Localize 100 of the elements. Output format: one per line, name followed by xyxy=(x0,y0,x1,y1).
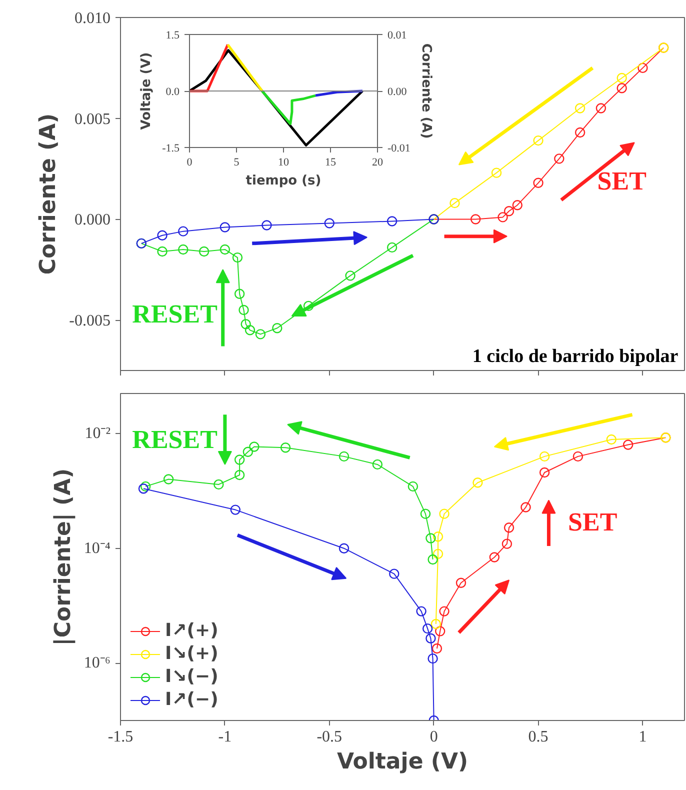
y2-axis-title: Corriente (A) xyxy=(418,43,434,139)
point xyxy=(432,532,444,542)
point xyxy=(345,270,356,281)
point xyxy=(303,300,314,312)
point xyxy=(244,325,256,336)
point xyxy=(426,533,436,544)
point xyxy=(220,222,230,232)
point xyxy=(238,304,249,316)
point xyxy=(324,218,334,228)
point xyxy=(539,451,550,462)
point xyxy=(456,578,466,588)
y2-tick-label: 0.01 xyxy=(388,30,407,42)
point xyxy=(272,323,282,334)
point xyxy=(389,568,400,579)
point xyxy=(439,606,450,616)
point xyxy=(470,214,481,224)
point xyxy=(420,508,431,519)
point xyxy=(435,626,446,636)
point xyxy=(242,446,254,457)
point xyxy=(539,467,550,478)
point xyxy=(432,643,442,654)
x-tick-label: 0.5 xyxy=(528,728,548,746)
point xyxy=(232,252,243,263)
point xyxy=(450,198,460,208)
point xyxy=(178,226,188,236)
x-tick-label: 0 xyxy=(430,728,438,746)
point xyxy=(234,454,245,465)
point xyxy=(432,548,444,560)
point xyxy=(439,508,450,519)
point xyxy=(416,606,426,616)
y-tick-label: 0.005 xyxy=(74,110,110,128)
x-tick-label: 10 xyxy=(278,156,290,168)
point xyxy=(574,127,586,138)
point xyxy=(157,230,168,240)
point xyxy=(616,72,627,84)
point xyxy=(489,552,500,562)
point xyxy=(408,481,418,492)
point xyxy=(386,216,398,226)
point xyxy=(502,538,512,549)
point xyxy=(214,479,224,490)
y-tick-label: 10⁻² xyxy=(84,425,111,442)
point xyxy=(262,220,272,230)
point xyxy=(428,554,438,565)
point xyxy=(512,200,522,210)
point xyxy=(426,633,436,644)
point xyxy=(178,244,188,255)
x-tick-label: -1 xyxy=(218,728,232,746)
x-axis-title: tiempo (s) xyxy=(246,174,322,188)
y-axis-title: |Corriente| (A) xyxy=(50,468,76,646)
x-tick-label: -1.5 xyxy=(108,728,134,746)
legend-label: I↗(−) xyxy=(165,689,218,710)
point xyxy=(157,246,168,257)
point xyxy=(498,212,508,222)
point xyxy=(574,103,586,114)
point xyxy=(596,103,606,114)
point xyxy=(554,154,564,164)
point xyxy=(623,440,634,450)
y-tick-label: -1.5 xyxy=(162,142,180,154)
x-tick-label: 15 xyxy=(325,156,336,168)
x-tick-label: 20 xyxy=(372,156,384,168)
point xyxy=(198,246,210,257)
annotation: SET xyxy=(568,507,618,536)
annotation: RESET xyxy=(132,300,218,329)
point xyxy=(491,168,502,178)
y-axis-title: Voltaje (V) xyxy=(139,52,154,130)
point xyxy=(472,478,483,488)
point xyxy=(422,623,433,634)
point xyxy=(230,504,240,515)
point xyxy=(249,442,260,452)
x-tick-label: 0 xyxy=(186,156,193,168)
annotation: SET xyxy=(597,166,646,196)
point xyxy=(386,242,398,253)
y-axis-title: Corriente (A) xyxy=(36,113,62,275)
point xyxy=(140,481,151,492)
x-tick-label: 1 xyxy=(638,728,647,746)
point xyxy=(572,451,584,462)
x-tick-label: -0.5 xyxy=(316,728,342,746)
point xyxy=(520,502,531,512)
point xyxy=(533,135,544,146)
point xyxy=(338,451,350,462)
point xyxy=(372,459,383,470)
point xyxy=(220,244,230,255)
annotation: RESET xyxy=(132,424,218,454)
point xyxy=(606,434,616,445)
y2-tick-label: 0.00 xyxy=(388,86,408,98)
point xyxy=(430,618,442,630)
point xyxy=(338,543,350,554)
line-series xyxy=(260,90,317,126)
point xyxy=(504,522,514,533)
point xyxy=(280,442,291,453)
x-tick-label: 5 xyxy=(234,156,240,168)
y-tick-label: 0.0 xyxy=(166,86,180,98)
point xyxy=(533,178,544,188)
point xyxy=(638,62,648,74)
y2-tick-label: -0.01 xyxy=(388,142,410,154)
legend-label: I↘(+) xyxy=(165,643,218,664)
point xyxy=(616,83,627,94)
point xyxy=(504,206,514,216)
point xyxy=(255,329,266,340)
y-tick-label: 0.010 xyxy=(74,10,110,27)
